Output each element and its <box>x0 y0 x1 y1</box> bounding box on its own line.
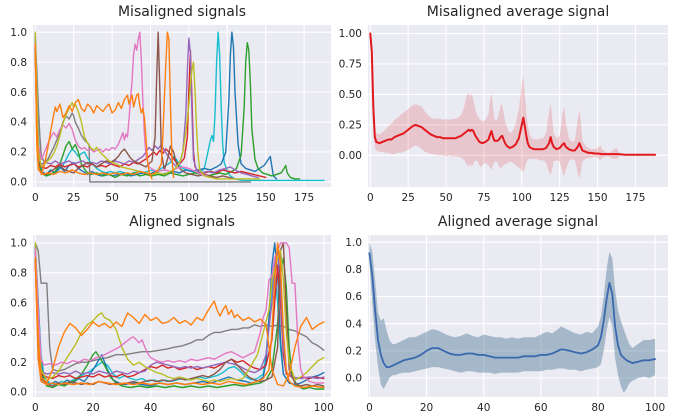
chart-title-misaligned-average: Misaligned average signal <box>426 4 610 20</box>
y-tick-label: 0.2 <box>10 357 27 369</box>
x-tick-label: 25 <box>67 192 80 204</box>
x-tick-label: 0 <box>32 402 39 414</box>
x-tick-label: 125 <box>217 192 237 204</box>
x-tick-label: 20 <box>420 402 433 414</box>
y-tick-label: 1.0 <box>10 27 27 39</box>
y-tick-label: 0.8 <box>10 57 27 69</box>
x-tick-label: 20 <box>86 402 99 414</box>
y-tick-label: 0.00 <box>339 150 362 162</box>
mean-line <box>369 32 657 156</box>
x-tick-label: 75 <box>144 192 157 204</box>
plot-background <box>33 25 331 187</box>
x-tick-label: 25 <box>401 192 414 204</box>
x-tick-label: 150 <box>256 192 276 204</box>
signal-pink <box>34 242 325 384</box>
chart-title-misaligned-signals: Misaligned signals <box>117 4 247 20</box>
signal-brown <box>34 31 236 180</box>
misaligned-average-plot: 0 25 50 75 100 125 150 175 0.00 0.25 0.50 0.75 1.00 <box>339 25 668 204</box>
y-tick-label: 1.00 <box>339 28 362 40</box>
signal-orange-2 <box>34 31 175 179</box>
y-tick-label: 0.6 <box>10 297 27 309</box>
y-tick-label: 0.4 <box>345 318 362 330</box>
y-tick-label: 0.4 <box>10 327 27 339</box>
x-tick-label: 125 <box>550 192 570 204</box>
signal-red <box>34 257 325 380</box>
y-tick-label: 0.0 <box>345 373 362 385</box>
plot-background <box>368 25 668 187</box>
y-tick-label: 0.6 <box>345 291 362 303</box>
x-tick-label: 75 <box>477 192 490 204</box>
x-tick-label: 100 <box>314 402 334 414</box>
y-tick-label: 0.2 <box>345 346 362 358</box>
y-tick-label: 1.0 <box>345 237 362 249</box>
x-tick-label: 0 <box>32 192 39 204</box>
y-tick-label: 0.75 <box>339 59 362 71</box>
x-tick-label: 0 <box>366 402 373 414</box>
x-tick-label: 50 <box>439 192 452 204</box>
x-tick-label: 80 <box>259 402 272 414</box>
y-tick-label: 1.0 <box>10 238 27 250</box>
x-tick-label: 150 <box>588 192 608 204</box>
plot-data-layer <box>368 242 656 393</box>
confidence-band <box>369 242 656 393</box>
y-tick-label: 0.0 <box>10 387 27 399</box>
signal-olive <box>34 31 261 180</box>
signal-orange <box>34 43 153 180</box>
x-tick-label: 100 <box>645 402 665 414</box>
x-tick-label: 0 <box>367 192 374 204</box>
x-tick-label: 50 <box>105 192 118 204</box>
y-tick-label: 0.2 <box>10 147 27 159</box>
signal-olive <box>34 242 325 383</box>
plot-background <box>368 235 668 397</box>
signal-purple <box>34 37 259 179</box>
signal-green <box>34 39 301 180</box>
signal-pink <box>34 31 208 177</box>
mean-line <box>368 252 656 368</box>
y-tick-label: 0.50 <box>339 89 362 101</box>
x-tick-label: 100 <box>512 192 532 204</box>
signal-orange <box>34 257 325 387</box>
confidence-band <box>370 33 656 179</box>
x-tick-label: 175 <box>625 192 645 204</box>
x-tick-label: 80 <box>591 402 604 414</box>
aligned-signals-plot: 0 20 40 60 80 100 0.0 0.2 0.4 0.6 0.8 1.0 <box>10 235 334 414</box>
y-tick-label: 0.25 <box>339 120 362 132</box>
signal-brown <box>34 242 325 387</box>
y-tick-label: 0.0 <box>10 177 27 189</box>
plot-data-layer <box>34 31 325 183</box>
y-tick-label: 0.4 <box>10 117 27 129</box>
x-tick-label: 175 <box>294 192 314 204</box>
y-tick-label: 0.6 <box>10 87 27 99</box>
x-tick-label: 100 <box>179 192 199 204</box>
y-tick-label: 0.8 <box>345 264 362 276</box>
chart-title-aligned-average: Aligned average signal <box>437 214 599 230</box>
aligned-average-plot: 0 20 40 60 80 100 0.0 0.2 0.4 0.6 0.8 1.0 <box>345 235 668 414</box>
x-tick-label: 60 <box>202 402 215 414</box>
chart-title-aligned-signals: Aligned signals <box>129 214 235 230</box>
plot-data-layer <box>369 32 657 179</box>
x-tick-label: 40 <box>144 402 157 414</box>
signal-orange-2 <box>34 242 325 389</box>
y-tick-label: 0.8 <box>10 268 27 280</box>
misaligned-signals-plot: 0 25 50 75 100 125 150 175 0.0 0.2 0.4 0.6 0.8 1.0 <box>10 25 331 204</box>
x-tick-label: 60 <box>534 402 547 414</box>
plot-data-layer <box>34 242 325 390</box>
x-tick-label: 40 <box>477 402 490 414</box>
